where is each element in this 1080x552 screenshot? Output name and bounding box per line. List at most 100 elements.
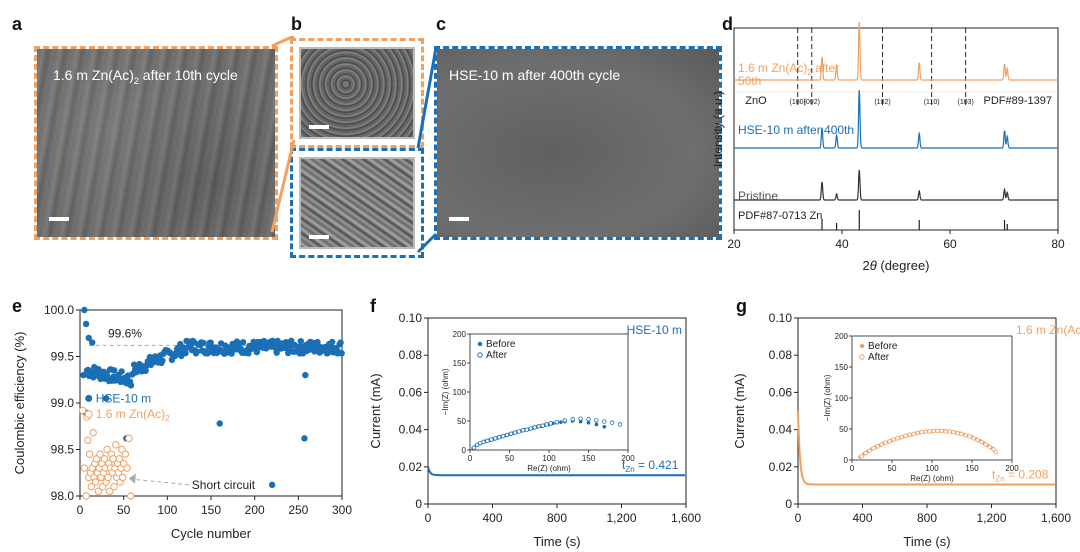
inset-x-label-g: Re(Z) (ohm) bbox=[910, 474, 954, 483]
xrd-series-label-0-post: after bbox=[812, 61, 839, 75]
inset-after-point bbox=[554, 419, 560, 425]
hse-point bbox=[245, 350, 252, 357]
hse-point bbox=[118, 368, 125, 375]
y-tick-label-g-0: 0 bbox=[785, 497, 792, 511]
hse-point bbox=[253, 348, 260, 356]
panel-letter-d: d bbox=[722, 14, 733, 34]
inset-after-point bbox=[919, 429, 924, 435]
xrd-series-label-2: Pristine bbox=[738, 189, 778, 203]
hse-point bbox=[80, 371, 87, 379]
hse-point bbox=[239, 339, 247, 346]
legend-marker-znac bbox=[84, 410, 93, 419]
zn-pdf-label: PDF#87-0713 Zn bbox=[738, 210, 822, 222]
znac-point bbox=[104, 473, 112, 482]
inset-after-point bbox=[508, 431, 514, 436]
current-curve-g bbox=[797, 410, 1055, 486]
inset-after-point bbox=[871, 446, 876, 451]
x-axis-label-g: Time (s) bbox=[903, 534, 950, 549]
connector-a-bottom bbox=[270, 139, 296, 233]
inset-after-point bbox=[979, 439, 984, 445]
inset-after-point bbox=[562, 418, 567, 423]
inset-after-point bbox=[586, 417, 591, 422]
inset-frame-f bbox=[469, 333, 629, 451]
znac-point bbox=[100, 455, 109, 463]
x-tick-label-e-2: 100 bbox=[157, 503, 177, 517]
inset-after-point bbox=[915, 430, 920, 435]
legend-label-znac-main: 1.6 m Zn(Ac) bbox=[96, 407, 165, 421]
znac-point bbox=[123, 464, 131, 472]
znac-point bbox=[125, 434, 133, 443]
chart-g-current-znac: 0 400 800 1,200 1,600 0 0.02 0.04 0.06 0.08 0.10 Ti… bbox=[732, 311, 1080, 549]
inset-after-point bbox=[899, 434, 904, 440]
inset-x-tick-label-g-0: 0 bbox=[850, 464, 855, 473]
inset-x-label-f: Re(Z) (ohm) bbox=[527, 464, 571, 473]
x-axis-label-f: Time (s) bbox=[533, 534, 580, 549]
inset-y-label-g: −Im(Z) (ohm) bbox=[823, 374, 832, 421]
znac-point bbox=[84, 436, 92, 444]
y-tick-label-e-3: 99.5 bbox=[51, 350, 75, 364]
xrd-series-1 bbox=[734, 89, 1058, 149]
hse-point bbox=[337, 339, 344, 346]
y-tick-label-g-2: 0.04 bbox=[769, 423, 793, 437]
inset-after-point bbox=[481, 439, 486, 445]
inset-after-point bbox=[947, 429, 952, 434]
y-tick-label-e-2: 99.0 bbox=[51, 396, 75, 410]
inset-y-tick-label-f-2: 100 bbox=[453, 388, 467, 397]
y-tick-label-e-1: 98.5 bbox=[51, 443, 75, 457]
short-circuit-arrowhead bbox=[128, 473, 136, 484]
inset-after-point bbox=[544, 422, 549, 427]
znac-point bbox=[115, 455, 124, 463]
hse-point bbox=[216, 420, 223, 427]
zno-label: ZnO bbox=[745, 95, 767, 107]
chart-title-g-main: 1.6 m Zn(Ac) bbox=[1016, 323, 1080, 337]
sem-label-a: 1.6 m Zn(Ac)2 after 10th cycle bbox=[53, 67, 238, 86]
scale-bar-b-top bbox=[309, 125, 329, 129]
x-tick-label-g-2: 800 bbox=[917, 511, 937, 525]
inset-y-tick-label-f-1: 50 bbox=[457, 417, 466, 426]
hse-point bbox=[103, 395, 110, 402]
inset-after-point bbox=[524, 427, 530, 432]
znac-point bbox=[85, 450, 94, 458]
t-zn-label-f-sub: Zn bbox=[625, 465, 634, 474]
scale-bar-c bbox=[449, 217, 469, 221]
znac-point bbox=[82, 492, 90, 500]
inset-after-point bbox=[907, 432, 912, 437]
chart-e-coulombic-efficiency: 0 50 100 150 200 250 300 98.0 98.5 99.0 99.5 100.0 C… bbox=[12, 303, 352, 541]
hse-point bbox=[297, 338, 304, 345]
inset-x-tick-label-f-4: 200 bbox=[621, 454, 635, 463]
inset-after-point bbox=[939, 428, 944, 434]
inset-after-point bbox=[497, 435, 502, 440]
inset-y-tick-label-f-3: 150 bbox=[453, 359, 467, 368]
inset-after-point bbox=[536, 424, 541, 429]
inset-x-tick-label-f-1: 50 bbox=[505, 454, 514, 463]
hse-point bbox=[338, 350, 345, 357]
xrd-series-0 bbox=[734, 21, 1058, 81]
hse-point bbox=[142, 367, 149, 374]
y-tick-label-e-0: 98.0 bbox=[51, 489, 75, 503]
inset-x-tick-label-f-0: 0 bbox=[468, 454, 473, 463]
inset-x-tick-label-f-2: 100 bbox=[542, 454, 556, 463]
inset-before-point bbox=[586, 420, 591, 425]
inset-after-point bbox=[474, 442, 480, 447]
panel-letter-b: b bbox=[291, 14, 302, 34]
inset-x-tick-label-g-1: 50 bbox=[888, 464, 897, 473]
x-tick-label-e-6: 300 bbox=[332, 503, 352, 517]
y-tick-label-e-4: 100.0 bbox=[44, 303, 74, 317]
inset-before-point bbox=[559, 420, 563, 424]
znac-point bbox=[92, 478, 100, 486]
x-tick-label-f-0: 0 bbox=[425, 511, 432, 525]
inset-after-point bbox=[493, 436, 498, 441]
legend-label-hse: HSE-10 m bbox=[96, 391, 151, 405]
y-tick-label-f-3: 0.06 bbox=[399, 385, 423, 399]
zno-ref-label-0: (100) bbox=[790, 99, 806, 106]
inset-frame-g bbox=[851, 335, 1013, 461]
hse-point bbox=[228, 350, 235, 357]
short-circuit-label: Short circuit bbox=[192, 478, 256, 492]
zno-ref-label-2: (102) bbox=[874, 99, 890, 106]
y-axis-label-d: Intensity (a.u.) bbox=[712, 91, 725, 167]
inset-x-tick-label-g-4: 200 bbox=[1005, 464, 1019, 473]
legend-marker-hse bbox=[85, 394, 93, 402]
inset-after-point bbox=[927, 429, 932, 434]
x-tick-label-f-2: 800 bbox=[547, 511, 567, 525]
scale-bar-a bbox=[49, 217, 69, 221]
